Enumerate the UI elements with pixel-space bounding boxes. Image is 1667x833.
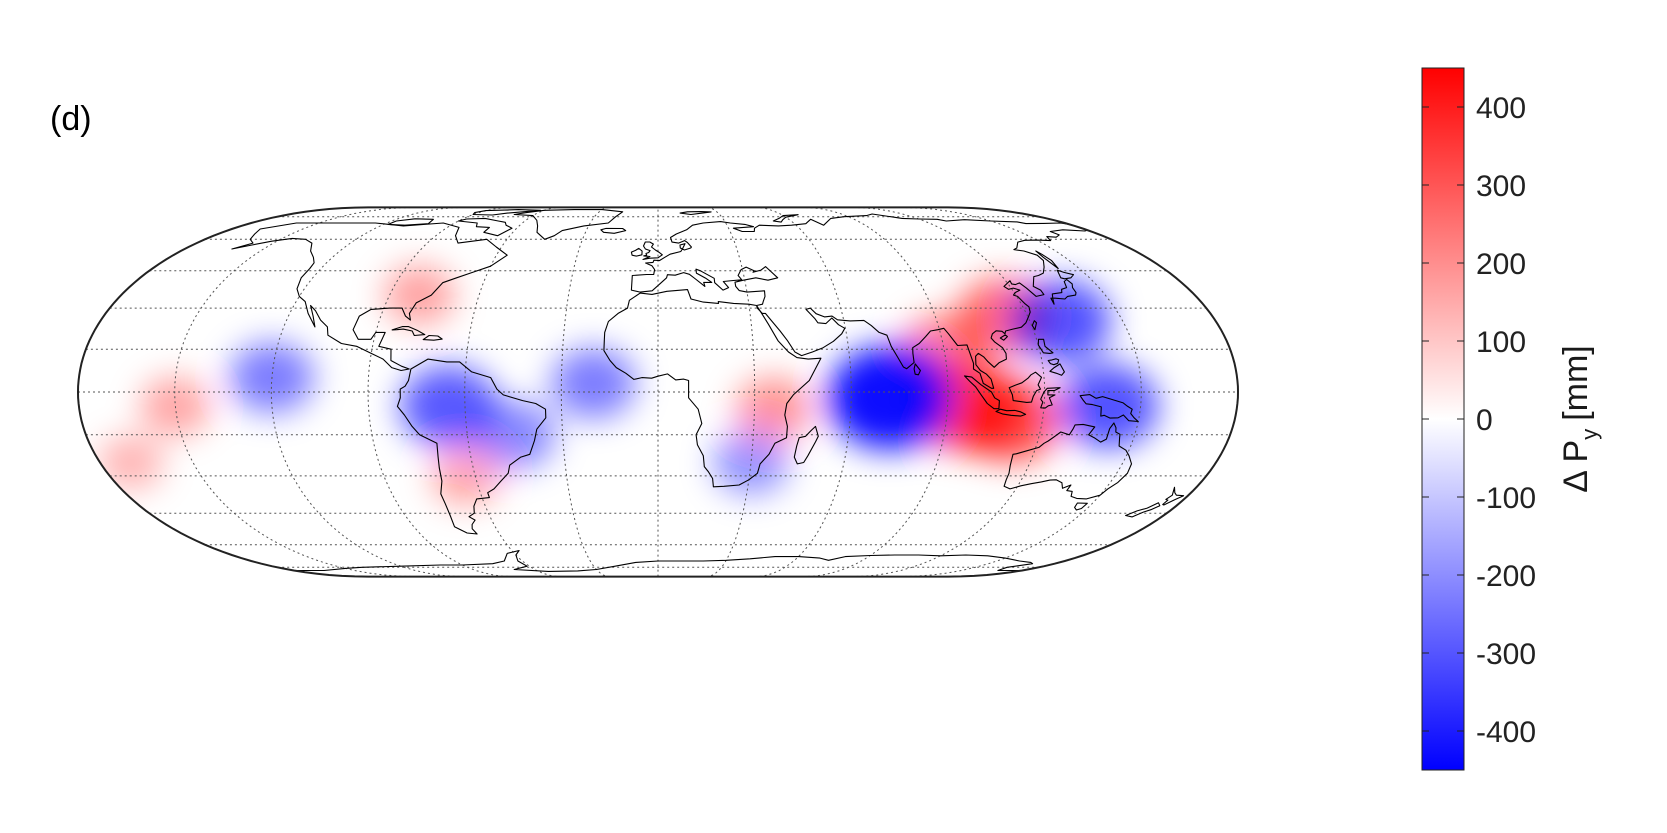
- coastline-sri-lanka: [913, 363, 921, 376]
- coastline-ellesmere-island: [472, 209, 542, 216]
- colorbar-tick-label: -300: [1476, 638, 1536, 671]
- coastline-sakhalin: [1035, 250, 1059, 270]
- coastline-borneo: [1008, 371, 1043, 403]
- coastline-ireland: [630, 247, 643, 257]
- coastline-cuba: [391, 326, 426, 337]
- colorbar-tick-label: 200: [1476, 248, 1526, 281]
- coastline-victoria-island: [387, 218, 434, 226]
- colorbar-tick-label: -200: [1476, 560, 1536, 593]
- panel-label: (d): [50, 100, 92, 138]
- anomaly-indonesia-java: [960, 378, 1061, 463]
- coastline-svalbard: [679, 211, 712, 216]
- coastline-mindanao: [1049, 363, 1065, 376]
- colorbar-label: Δ Py [mm]: [1557, 345, 1602, 493]
- coastline-japan-honshu: [1050, 278, 1077, 305]
- colorbar-tick-label: 400: [1476, 92, 1526, 125]
- graticule-meridian: [802, 207, 949, 577]
- coastline-taiwan: [1031, 320, 1038, 331]
- coastline-sumatra: [963, 375, 1000, 410]
- anomaly-south-pacific: [98, 435, 164, 490]
- anomaly-southern-africa: [713, 430, 790, 495]
- colorbar-tick-label: -400: [1476, 716, 1536, 749]
- anomaly-philippine-sea: [1011, 279, 1112, 364]
- coastline-new-guinea: [1079, 394, 1139, 423]
- graticule-meridian: [899, 207, 1142, 577]
- coastline-great-britain: [642, 241, 663, 261]
- graticule-meridian: [754, 207, 852, 577]
- world-map: [76, 206, 1240, 578]
- graticule-meridian: [174, 207, 417, 577]
- colorbar-tick-label: 300: [1476, 170, 1526, 203]
- graticule-meridian: [270, 207, 465, 577]
- anomaly-tropical-atlantic: [551, 348, 636, 419]
- anomaly-east-africa-tanzania: [735, 377, 812, 442]
- colorbar-label-unit: [mm]: [1557, 345, 1595, 421]
- coastline-antarctica: [293, 549, 1034, 572]
- coastline-hispaniola: [422, 334, 443, 341]
- graticule-meridian: [464, 207, 562, 577]
- coastline-tasmania: [1074, 502, 1088, 511]
- coastline-baffin-island: [457, 217, 513, 237]
- coastline-nz-south: [1125, 502, 1161, 518]
- coastline-eurasia: [630, 213, 1089, 389]
- colorbar-tick-label: 100: [1476, 326, 1526, 359]
- coastline-japan-hokkaido: [1056, 269, 1075, 280]
- coastline-greenland: [513, 209, 624, 240]
- coastline-philippines-visayas: [1047, 358, 1060, 366]
- graticule-meridian: [367, 207, 514, 577]
- anomaly-southeast-us: [383, 265, 455, 326]
- coastline-australia: [1003, 422, 1133, 500]
- precipitation-anomaly-field: [98, 265, 1159, 506]
- coastline-north-america: [231, 222, 508, 372]
- anomaly-maritime-continent-new-guinea: [1058, 364, 1159, 449]
- coastline-novaya-zemlya: [772, 214, 799, 223]
- map-frame: [76, 206, 1240, 578]
- coastline-south-america: [396, 358, 547, 535]
- colorbar-ticks: 400 300 200 100 0 -100 -200 -300 -400: [1422, 92, 1536, 749]
- colorbar-label-subscript: y: [1577, 429, 1602, 440]
- colorbar-tick-label: 0: [1476, 404, 1493, 437]
- coastline-nz-north: [1162, 486, 1185, 506]
- anomaly-brazil: [474, 400, 556, 469]
- colorbar: 400 300 200 100 0 -100 -200 -300 -400 Δ Py [mm]: [1421, 67, 1602, 771]
- coastline-luzon: [1037, 338, 1054, 354]
- coastline-iceland: [600, 227, 627, 234]
- colorbar-label-symbol: Δ P: [1557, 440, 1595, 493]
- coastline-java: [995, 408, 1027, 417]
- coastline-hainan: [999, 334, 1008, 341]
- anomaly-northern-south-america: [400, 365, 498, 448]
- coastlines: [231, 209, 1185, 572]
- anomaly-west-indian-ocean: [827, 345, 952, 450]
- colorbar-tick-label: -100: [1476, 482, 1536, 515]
- coastline-africa: [603, 289, 822, 488]
- coastline-sulawesi: [1040, 387, 1061, 409]
- coastline-madagascar: [793, 425, 819, 465]
